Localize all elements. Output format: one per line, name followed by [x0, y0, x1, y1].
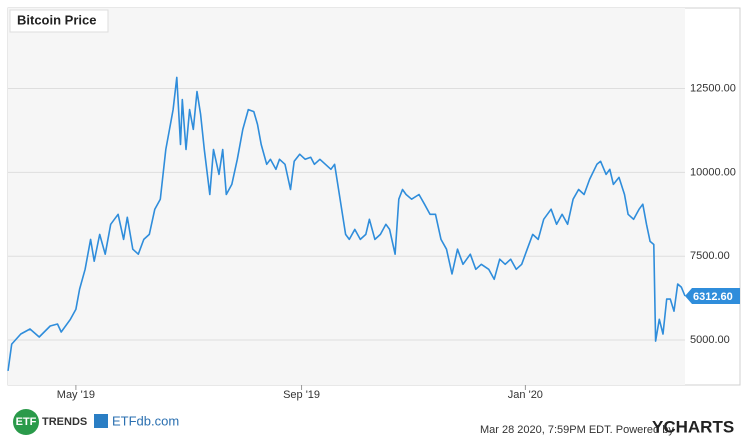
logo-text: ETFdb.com: [112, 413, 179, 428]
title-box: [9, 9, 109, 33]
logo-text: ETF: [16, 416, 37, 428]
chart-title: Bitcoin Price: [17, 12, 96, 27]
x-tick-label: Sep '19: [283, 389, 320, 401]
timestamp: Mar 28 2020, 7:59PM EDT. Powered by: [480, 424, 674, 436]
x-tick-label: Jan '20: [508, 389, 543, 401]
plot-area: [8, 8, 685, 385]
logo-icon: [94, 414, 108, 428]
y-tick-label: 7500.00: [690, 250, 730, 262]
y-tick-label: 10000.00: [690, 166, 736, 178]
y-tick-label: 12500.00: [690, 82, 736, 94]
y-tick-label: 5000.00: [690, 334, 730, 346]
last-value-label: 6312.60: [693, 291, 733, 303]
price-line: [7, 76, 686, 372]
logo-icon: [13, 409, 39, 435]
logo-text: TRENDS: [42, 416, 87, 428]
x-tick-label: May '19: [57, 389, 95, 401]
footer: ETF TRENDS ETFdb.com Mar 28 2020, 7:59PM…: [13, 409, 734, 436]
brand: YCHARTS: [652, 417, 734, 436]
last-value-badge: [685, 288, 740, 305]
